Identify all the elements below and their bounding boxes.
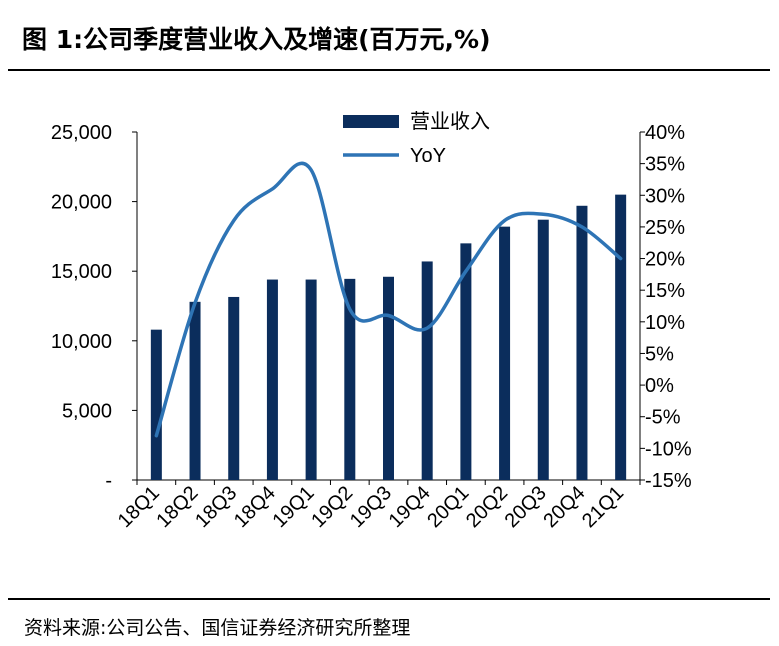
- left-axis-tick-label: 25,000: [51, 122, 112, 144]
- x-axis-category-label: 18Q1: [114, 482, 164, 532]
- right-axis-tick-label: 5%: [645, 343, 674, 365]
- page-title: 图 1:公司季度营业收入及增速(百万元,%): [22, 25, 491, 54]
- revenue-bar: [189, 301, 201, 480]
- left-axis-tick-label: -: [105, 470, 112, 492]
- yoy-line: [154, 161, 623, 438]
- right-axis-tick-label: -10%: [645, 438, 692, 460]
- revenue-bar: [150, 329, 162, 480]
- revenue-bar: [421, 261, 433, 480]
- x-axis-category-label: 21Q1: [578, 482, 628, 532]
- right-axis-tick-label: 15%: [645, 280, 685, 302]
- revenue-yoy-chart: - 5,000 10,000 15,000 20,000 25,000 -15% -10% -5…: [51, 110, 692, 532]
- title-bar: 图 1:公司季度营业收入及增速(百万元,%): [0, 0, 779, 70]
- right-axis-tick-label: -5%: [645, 407, 681, 429]
- footer-divider: [8, 598, 770, 600]
- revenue-bar: [344, 278, 356, 480]
- source-note: 资料来源:公司公告、国信证券经济研究所整理: [24, 617, 411, 639]
- revenue-bar: [499, 226, 511, 480]
- left-axis-tick-label: 15,000: [51, 261, 112, 283]
- x-axis-category-label: 18Q3: [191, 482, 241, 532]
- right-axis-tick-label: 10%: [645, 312, 685, 334]
- revenue-bar: [228, 296, 240, 480]
- right-axis-tick-label: 30%: [645, 185, 685, 207]
- right-axis-tick-label: 25%: [645, 217, 685, 239]
- legend-bar-swatch: [343, 115, 399, 128]
- x-axis-category-label: 19Q1: [268, 482, 318, 532]
- revenue-bar: [266, 279, 278, 480]
- legend-yoy-label: YoY: [410, 145, 446, 167]
- revenue-bar: [537, 219, 549, 481]
- x-axis-category-label: 18Q2: [152, 482, 202, 532]
- x-axis-category-label: 19Q2: [307, 482, 357, 532]
- right-axis-tick-label: 20%: [645, 249, 685, 271]
- right-axis-tick-label: -15%: [645, 470, 692, 492]
- left-axis-tick-label: 20,000: [51, 192, 112, 214]
- right-axis-tick-label: 35%: [645, 154, 685, 176]
- x-axis-category-label: 20Q2: [462, 482, 512, 532]
- left-axis-tick-label: 5,000: [62, 400, 112, 422]
- x-axis-category-label: 20Q3: [501, 482, 551, 532]
- legend-revenue-label: 营业收入: [410, 110, 490, 133]
- title-divider: [8, 69, 770, 71]
- x-axis-category-label: 19Q4: [385, 482, 435, 532]
- x-axis-category-label: 19Q3: [346, 482, 396, 532]
- revenue-bar: [460, 243, 472, 480]
- right-axis-tick-label: 0%: [645, 375, 674, 397]
- revenue-bar: [305, 279, 317, 480]
- revenue-bar: [383, 276, 394, 480]
- revenue-bar: [576, 205, 588, 480]
- x-axis-category-label: 20Q1: [423, 482, 473, 532]
- x-axis-category-label: 20Q4: [539, 482, 589, 532]
- left-axis-tick-label: 10,000: [51, 331, 112, 353]
- x-axis-category-label: 18Q4: [230, 482, 280, 532]
- revenue-bar: [615, 194, 627, 480]
- right-axis-tick-label: 40%: [645, 122, 685, 144]
